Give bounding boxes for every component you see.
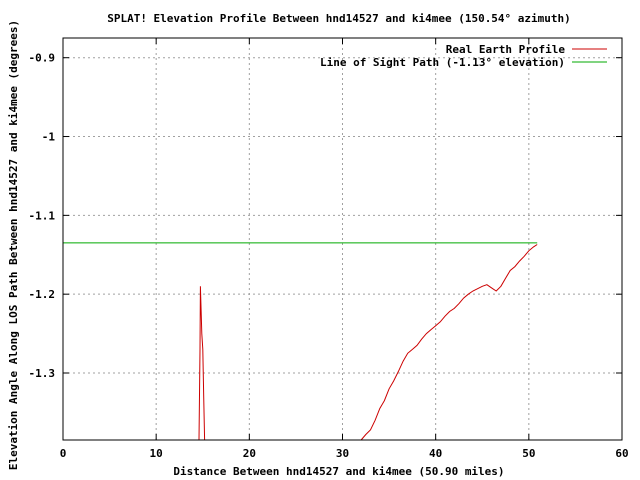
x-tick-label: 20	[243, 447, 256, 460]
y-tick-label: -0.9	[29, 52, 56, 65]
x-tick-label: 10	[150, 447, 163, 460]
grid-lines	[63, 38, 622, 440]
real-earth-profile-line	[198, 286, 206, 441]
chart-title: SPLAT! Elevation Profile Between hnd1452…	[107, 12, 571, 25]
y-tick-label: -1.3	[29, 367, 56, 380]
y-tick-label: -1	[42, 131, 56, 144]
plot-series	[63, 242, 538, 441]
x-tick-label: 0	[60, 447, 67, 460]
axis-ticks: 0 10 20 30 40 50 60 -0.9 -1 -1.1 -1.2 -1.3	[29, 38, 629, 460]
x-tick-label: 30	[336, 447, 349, 460]
legend-label-line-of-sight-path: Line of Sight Path (-1.13° elevation)	[320, 56, 565, 69]
x-axis-title: Distance Between hnd14527 and ki4mee (50…	[173, 465, 504, 478]
y-tick-label: -1.1	[29, 209, 56, 222]
x-tick-label: 60	[615, 447, 628, 460]
y-axis-title: Elevation Angle Along LOS Path Between h…	[7, 20, 20, 470]
x-tick-label: 50	[522, 447, 535, 460]
legend-label-real-earth-profile: Real Earth Profile	[446, 43, 566, 56]
y-tick-label: -1.2	[29, 288, 56, 301]
real-earth-profile-line	[360, 244, 538, 441]
x-tick-label: 40	[429, 447, 442, 460]
